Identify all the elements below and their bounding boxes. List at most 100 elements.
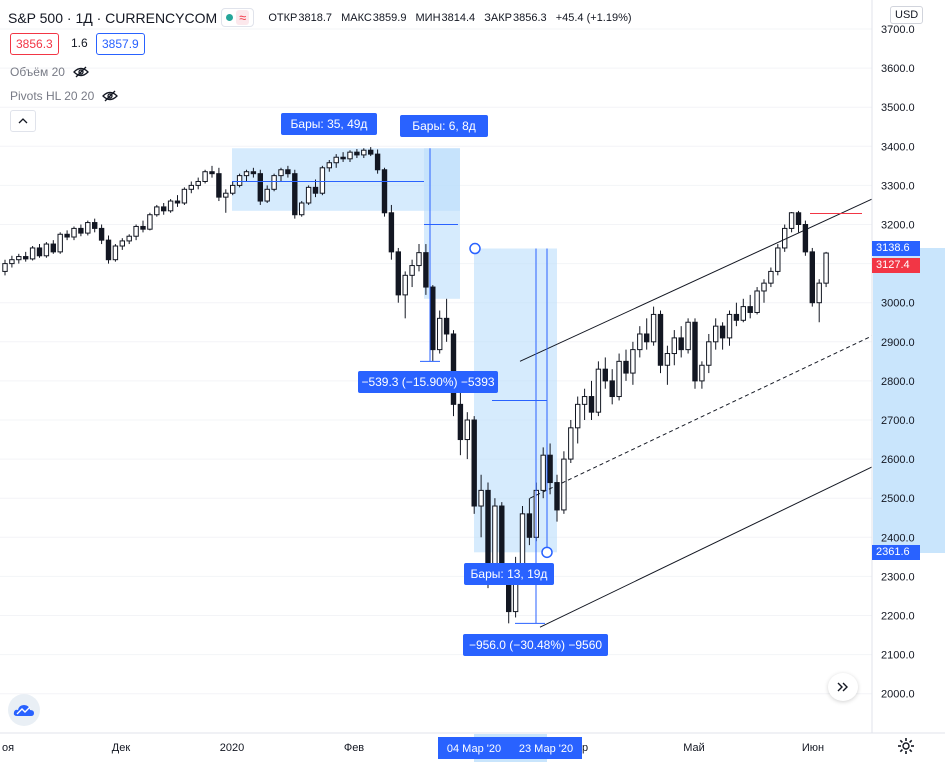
candle bbox=[278, 167, 284, 182]
candle bbox=[147, 212, 153, 231]
candle bbox=[92, 218, 98, 233]
time-tick-label: р bbox=[582, 742, 588, 754]
ask-price-box[interactable]: 3857.9 bbox=[96, 33, 145, 55]
time-axis-tag-label: 04 Мар '20 bbox=[447, 743, 501, 755]
candle bbox=[340, 152, 346, 162]
candle bbox=[243, 169, 250, 182]
candle bbox=[312, 179, 319, 198]
measure-label[interactable]: Бары: 35, 49д bbox=[281, 113, 377, 135]
eye-crossed-icon[interactable] bbox=[73, 66, 89, 78]
candle bbox=[250, 167, 257, 178]
candle bbox=[195, 177, 201, 190]
market-open-icon bbox=[226, 14, 234, 21]
anchor-point bbox=[469, 242, 481, 255]
price-tick-label: 3500.0 bbox=[881, 102, 915, 114]
candle bbox=[719, 322, 726, 350]
bid-price-box[interactable]: 3856.3 bbox=[10, 33, 59, 55]
tradingview-logo[interactable] bbox=[8, 694, 40, 726]
candle bbox=[726, 310, 733, 346]
candle bbox=[29, 246, 36, 261]
candle bbox=[78, 224, 84, 237]
candle bbox=[609, 369, 615, 405]
time-tick-label: 2020 bbox=[220, 742, 244, 754]
candle bbox=[747, 294, 753, 319]
price-axis-range-highlight bbox=[873, 248, 945, 553]
candle bbox=[50, 240, 56, 254]
candle bbox=[181, 187, 188, 205]
candle bbox=[430, 285, 436, 362]
candle bbox=[740, 298, 746, 323]
candle bbox=[188, 181, 195, 194]
status-badge[interactable]: ≈ bbox=[221, 8, 255, 27]
candle bbox=[768, 267, 774, 288]
candle bbox=[699, 361, 705, 389]
close-value: 3856.3 bbox=[512, 11, 547, 24]
candle bbox=[416, 244, 422, 272]
candle bbox=[588, 380, 595, 420]
candle bbox=[271, 173, 277, 192]
eye-crossed-icon[interactable] bbox=[102, 90, 119, 102]
candle bbox=[713, 318, 719, 350]
candle bbox=[478, 474, 484, 538]
candle bbox=[23, 251, 29, 262]
candle bbox=[595, 361, 602, 417]
candle bbox=[299, 201, 305, 217]
tradingview-cloud-icon bbox=[13, 705, 35, 716]
candle bbox=[202, 169, 208, 184]
price-tick-label: 2800.0 bbox=[881, 376, 915, 388]
candles bbox=[2, 147, 829, 624]
channel-lower-line bbox=[539, 466, 873, 628]
candle bbox=[9, 255, 15, 268]
candle bbox=[2, 259, 8, 276]
candle bbox=[16, 253, 22, 264]
candle bbox=[347, 150, 353, 162]
candle bbox=[368, 147, 374, 157]
price-tick-label: 2500.0 bbox=[881, 493, 915, 505]
candle bbox=[437, 310, 443, 354]
candle bbox=[823, 251, 829, 288]
candle bbox=[754, 287, 760, 315]
candle bbox=[457, 388, 464, 456]
candle bbox=[575, 396, 581, 444]
candle bbox=[678, 326, 684, 358]
time-tick-label: Дек bbox=[112, 742, 131, 754]
candle bbox=[568, 420, 574, 464]
candle bbox=[167, 199, 174, 213]
time-tick-label: оя bbox=[2, 742, 14, 754]
price-tag-current: 3127.4 bbox=[872, 258, 920, 273]
collapse-legend-button[interactable] bbox=[10, 110, 36, 132]
candle bbox=[388, 204, 395, 260]
indicator-volume-label: Объём 20 bbox=[10, 65, 65, 79]
gear-icon[interactable] bbox=[897, 737, 915, 755]
candle bbox=[471, 416, 477, 514]
indicator-pivots-label: Pivots HL 20 20 bbox=[10, 89, 95, 103]
price-tick-label: 3700.0 bbox=[881, 24, 915, 36]
candle bbox=[36, 244, 43, 258]
candle bbox=[126, 234, 132, 245]
candle bbox=[637, 326, 643, 358]
chart-header: S&P 500 · 1Д · CURRENCYCOM ≈ ОТКР3818.7 … bbox=[8, 8, 632, 27]
candle bbox=[333, 154, 339, 168]
scroll-to-realtime-button[interactable] bbox=[828, 673, 858, 701]
currency-button[interactable]: USD bbox=[890, 6, 924, 24]
candle bbox=[236, 173, 243, 188]
candle bbox=[616, 353, 622, 401]
symbol-title[interactable]: S&P 500 · 1Д · CURRENCYCOM bbox=[8, 9, 218, 26]
price-tick-label: 3400.0 bbox=[881, 141, 915, 153]
indicator-pivots[interactable]: Pivots HL 20 20 bbox=[10, 89, 119, 103]
measure-label[interactable]: −539.3 (−15.90%) −5393 bbox=[358, 371, 498, 393]
candle bbox=[71, 226, 77, 241]
candle bbox=[264, 185, 270, 203]
measure-label-text: −956.0 (−30.48%) −9560 bbox=[469, 638, 602, 652]
time-tick-label: Май bbox=[683, 742, 705, 754]
measure-label[interactable]: Бары: 6, 8д bbox=[400, 115, 488, 137]
candle bbox=[161, 202, 167, 215]
measure-label[interactable]: −956.0 (−30.48%) −9560 bbox=[463, 634, 608, 656]
candle bbox=[630, 341, 636, 385]
measure-label[interactable]: Бары: 13, 19д bbox=[464, 563, 554, 585]
indicator-volume[interactable]: Объём 20 bbox=[10, 65, 89, 79]
candle bbox=[816, 279, 822, 323]
measure-label-text: −539.3 (−15.90%) −5393 bbox=[361, 375, 494, 389]
